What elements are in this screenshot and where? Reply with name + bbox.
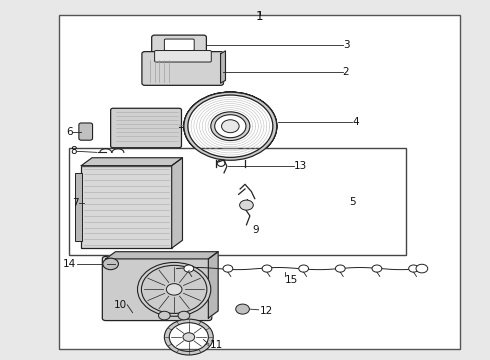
Polygon shape [106, 252, 218, 259]
Text: 5: 5 [349, 197, 356, 207]
Text: 11: 11 [210, 340, 223, 350]
Bar [69, 148, 406, 255]
Text: 13: 13 [294, 161, 307, 171]
Circle shape [184, 265, 194, 272]
Circle shape [299, 265, 309, 272]
Text: 9: 9 [252, 225, 259, 235]
Circle shape [262, 265, 272, 272]
Circle shape [166, 284, 182, 295]
Text: 12: 12 [260, 306, 273, 316]
Circle shape [409, 265, 418, 272]
Text: 15: 15 [285, 275, 298, 285]
Polygon shape [81, 158, 182, 166]
FancyBboxPatch shape [164, 39, 194, 50]
Polygon shape [208, 252, 218, 318]
Text: 7: 7 [72, 198, 79, 208]
Circle shape [103, 258, 119, 270]
Bar [59, 15, 460, 348]
Text: 3: 3 [343, 40, 349, 50]
Wedge shape [184, 92, 277, 160]
Circle shape [372, 265, 382, 272]
Circle shape [236, 304, 249, 314]
Wedge shape [164, 319, 213, 355]
Circle shape [178, 311, 190, 320]
Circle shape [416, 264, 428, 273]
FancyBboxPatch shape [152, 35, 206, 54]
Circle shape [183, 333, 195, 341]
FancyBboxPatch shape [155, 50, 211, 62]
Polygon shape [172, 158, 182, 248]
Wedge shape [138, 262, 211, 316]
Text: 14: 14 [63, 259, 76, 269]
FancyBboxPatch shape [142, 51, 223, 85]
Text: 2: 2 [343, 67, 349, 77]
Text: 4: 4 [352, 117, 359, 127]
FancyBboxPatch shape [102, 256, 212, 320]
Wedge shape [211, 112, 250, 140]
Wedge shape [184, 92, 277, 160]
Circle shape [240, 200, 253, 210]
FancyBboxPatch shape [79, 123, 93, 140]
Text: 1: 1 [256, 10, 264, 23]
FancyBboxPatch shape [111, 108, 181, 148]
Text: 6: 6 [66, 127, 73, 136]
Circle shape [159, 311, 170, 320]
Circle shape [223, 265, 233, 272]
Text: 10: 10 [114, 300, 127, 310]
Bar [81, 166, 172, 248]
Polygon shape [220, 51, 225, 83]
Circle shape [221, 120, 239, 133]
Circle shape [335, 265, 345, 272]
Text: 8: 8 [70, 146, 76, 156]
Bar [75, 173, 82, 241]
